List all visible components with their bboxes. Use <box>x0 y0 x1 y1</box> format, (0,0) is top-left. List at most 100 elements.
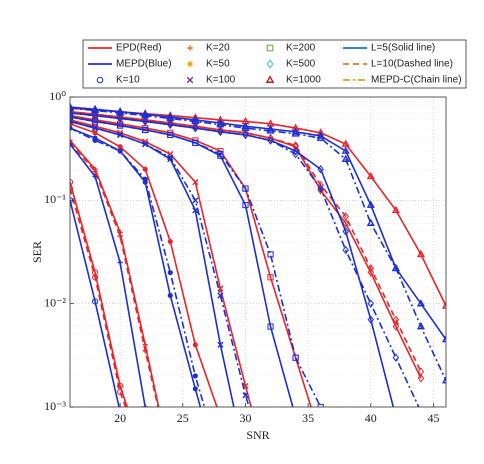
marker <box>391 205 400 214</box>
legend-label: K=500 <box>286 59 316 70</box>
marker <box>217 341 224 348</box>
marker <box>91 298 99 305</box>
marker <box>267 323 274 330</box>
marker <box>291 129 300 137</box>
marker <box>141 111 150 119</box>
marker <box>191 116 200 125</box>
x-tick-label: 45 <box>427 411 439 425</box>
marker <box>192 373 198 379</box>
marker <box>117 388 124 396</box>
marker <box>141 117 149 126</box>
marker <box>70 103 75 111</box>
marker <box>342 227 349 236</box>
marker <box>393 414 398 421</box>
marker <box>243 458 248 463</box>
plot-area <box>70 97 446 407</box>
marker <box>341 146 350 154</box>
marker <box>441 334 446 343</box>
legend-label: MEPD-C(Chain line) <box>371 75 462 86</box>
marker <box>141 115 149 125</box>
marker <box>142 342 148 348</box>
marker <box>192 386 198 392</box>
legend-label: MEPD(Blue) <box>116 59 172 70</box>
marker <box>167 238 173 245</box>
marker <box>168 458 173 463</box>
marker <box>70 141 73 147</box>
y-tick-label: 10⁻³ <box>44 399 66 413</box>
series-line <box>70 112 420 407</box>
marker <box>342 212 349 221</box>
marker <box>242 185 249 192</box>
marker <box>366 171 375 180</box>
x-tick-label: 20 <box>114 411 126 425</box>
marker <box>292 141 299 150</box>
marker <box>167 131 174 138</box>
marker <box>167 269 173 276</box>
series-line <box>70 110 422 379</box>
marker <box>143 458 148 463</box>
marker <box>342 219 349 228</box>
marker <box>116 112 124 122</box>
marker <box>70 125 73 131</box>
marker <box>367 299 375 308</box>
marker <box>117 233 123 239</box>
x-tick-label: 40 <box>365 411 377 425</box>
marker <box>91 274 99 281</box>
y-tick-label: 10⁻² <box>44 295 66 309</box>
marker <box>441 301 446 309</box>
marker <box>186 76 194 84</box>
marker <box>217 151 224 158</box>
marker <box>293 414 298 419</box>
marker <box>142 404 148 407</box>
legend-label: K=10 <box>116 75 140 86</box>
marker <box>392 353 400 362</box>
marker <box>292 149 299 159</box>
series-line <box>70 142 159 407</box>
marker <box>267 251 274 258</box>
marker <box>117 122 124 129</box>
marker <box>168 458 173 463</box>
series-line <box>70 143 146 407</box>
marker <box>366 200 375 208</box>
marker <box>142 166 148 172</box>
legend-label: K=100 <box>206 75 236 86</box>
series-line <box>70 181 128 407</box>
legend-label: K=200 <box>286 43 316 54</box>
marker <box>342 245 349 255</box>
marker <box>192 342 198 348</box>
legend-box <box>82 39 467 89</box>
marker <box>316 133 325 141</box>
marker <box>91 105 100 114</box>
marker <box>116 114 124 123</box>
marker <box>242 201 249 209</box>
y-axis-label: SER <box>30 241 44 263</box>
marker <box>217 292 224 299</box>
marker <box>266 126 275 134</box>
plot-frame <box>69 96 447 408</box>
marker <box>70 140 73 146</box>
marker <box>187 45 193 51</box>
marker <box>96 76 104 84</box>
marker <box>167 120 174 129</box>
legend-label: K=50 <box>206 59 230 70</box>
marker <box>242 128 249 138</box>
marker <box>242 392 249 399</box>
marker <box>70 108 74 118</box>
legend-label: L=5(Solid line) <box>371 43 435 54</box>
marker <box>266 44 274 52</box>
y-tick-label: 10⁻¹ <box>44 192 66 206</box>
marker <box>192 122 199 131</box>
marker <box>417 373 425 383</box>
series-line <box>70 112 395 407</box>
marker <box>92 130 98 136</box>
marker <box>392 315 400 324</box>
x-tick-label: 25 <box>177 411 189 425</box>
series-line <box>70 107 446 381</box>
marker <box>241 123 250 131</box>
marker <box>218 459 222 463</box>
marker <box>267 136 274 145</box>
marker <box>416 249 425 258</box>
series-line <box>70 188 127 407</box>
legend-label: K=1000 <box>286 75 321 86</box>
x-tick-label: 30 <box>239 411 251 425</box>
